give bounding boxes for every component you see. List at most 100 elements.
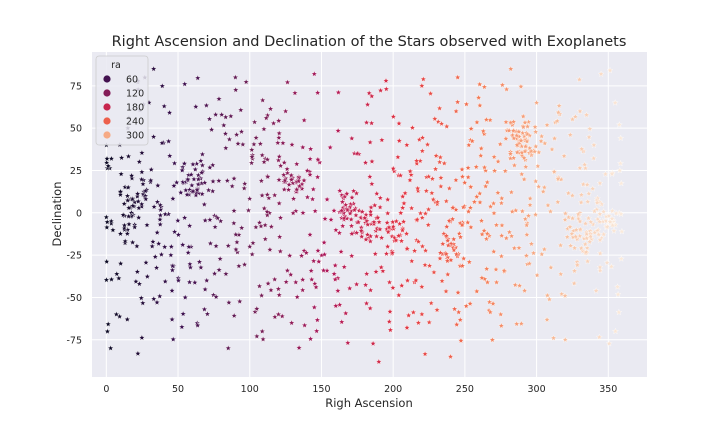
star-point (519, 112, 527, 120)
star-point (615, 121, 623, 128)
star-point (218, 111, 226, 118)
star-point (282, 278, 290, 285)
star-point (253, 305, 261, 312)
star-point (596, 266, 604, 274)
star-point (286, 252, 294, 259)
legend-marker (103, 103, 111, 111)
star-point (509, 127, 517, 134)
star-point (510, 154, 518, 161)
star-point (411, 247, 419, 254)
star-point (442, 232, 450, 239)
star-point (121, 237, 129, 245)
star-point (246, 195, 254, 202)
star-point (426, 262, 433, 269)
star-point (425, 205, 432, 213)
star-point (132, 277, 140, 285)
star-point (344, 206, 351, 214)
star-point (263, 208, 271, 215)
star-point (442, 287, 450, 295)
star-point (432, 152, 440, 159)
star-point (241, 180, 249, 187)
star-point (554, 198, 562, 205)
star-point (299, 286, 307, 294)
star-point (385, 318, 393, 325)
x-tick-label: 250 (456, 384, 474, 395)
star-point (483, 265, 491, 272)
star-point (336, 301, 344, 308)
star-point (242, 78, 250, 85)
star-point (454, 73, 462, 81)
star-point (125, 152, 132, 160)
star-point (447, 256, 455, 264)
star-point (275, 199, 283, 207)
legend-label: 300 (126, 131, 144, 142)
star-point (150, 65, 158, 72)
star-point (576, 107, 584, 115)
star-point (362, 281, 370, 288)
star-point (181, 293, 189, 301)
star-point (156, 220, 164, 228)
x-tick-label: 350 (599, 384, 617, 395)
star-point (442, 250, 450, 257)
star-point (586, 238, 594, 245)
star-point (348, 134, 356, 142)
star-point (480, 83, 488, 90)
star-point (456, 316, 464, 323)
star-point (490, 209, 498, 217)
star-point (353, 149, 361, 157)
star-point (500, 267, 508, 274)
star-point (198, 161, 206, 169)
legend-items: 60 120 180 240 300 (103, 75, 144, 142)
star-point (579, 180, 587, 188)
star-point (425, 173, 433, 180)
star-point (476, 189, 484, 197)
star-point (256, 282, 263, 290)
star-point (395, 119, 403, 127)
star-point (137, 294, 145, 301)
star-point (467, 183, 475, 190)
star-point (591, 207, 598, 215)
star-point (194, 74, 202, 81)
star-point (459, 203, 467, 211)
star-point (516, 282, 524, 289)
star-point (398, 282, 406, 289)
star-point (183, 191, 191, 198)
star-point (408, 257, 416, 265)
star-point (595, 333, 603, 341)
star-point (532, 211, 539, 218)
star-point (104, 327, 111, 335)
star-point (201, 285, 209, 293)
star-point (335, 229, 343, 236)
star-point (602, 217, 610, 224)
star-point (185, 243, 193, 250)
star-point (125, 212, 133, 220)
star-point (517, 320, 525, 327)
star-point (121, 221, 128, 229)
star-point (378, 136, 386, 143)
star-point (275, 129, 283, 137)
star-point (603, 223, 611, 230)
star-point (564, 189, 572, 197)
star-point (232, 245, 240, 253)
star-point (125, 220, 133, 228)
star-point (406, 167, 414, 175)
star-point (433, 198, 441, 205)
star-point (222, 113, 230, 121)
star-point (382, 85, 390, 92)
star-point (175, 276, 182, 284)
star-point (364, 101, 372, 108)
star-point (133, 268, 141, 275)
star-point (366, 138, 374, 146)
star-point (431, 115, 439, 122)
star-point (135, 214, 143, 221)
star-point (287, 171, 295, 179)
star-point (357, 227, 365, 234)
star-point (353, 229, 361, 236)
star-point (557, 270, 565, 278)
star-point (184, 175, 192, 183)
star-point (452, 107, 460, 115)
star-point (531, 123, 539, 130)
star-point (209, 177, 217, 185)
star-point (414, 187, 422, 194)
star-point (617, 179, 625, 187)
